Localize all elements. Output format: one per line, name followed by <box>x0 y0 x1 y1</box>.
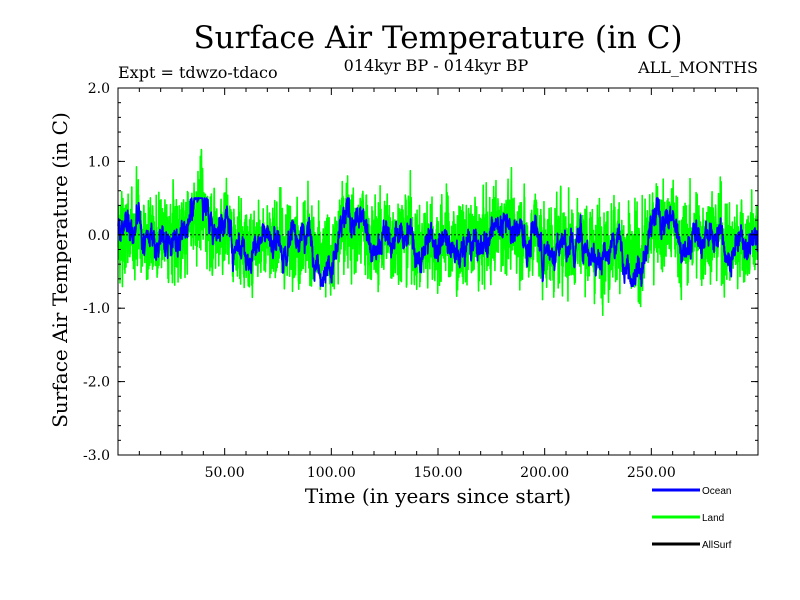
y-tick-label: 1.0 <box>88 154 110 170</box>
x-tick-label: 100.00 <box>307 465 356 481</box>
legend-label-land: Land <box>702 513 724 524</box>
series-line-ocean <box>117 197 759 288</box>
series-line-land <box>117 148 759 317</box>
months-label: ALL_MONTHS <box>637 58 758 77</box>
y-tick-label: 2.0 <box>88 81 110 97</box>
x-tick-label: 50.00 <box>205 465 245 481</box>
x-tick-label: 150.00 <box>414 465 463 481</box>
plot-area: 2.0 1.0 0.0 -1.0 -2.0 -3.0 50.00 100.00 150.00 20… <box>83 81 759 481</box>
chart-title: Surface Air Temperature (in C) <box>193 20 682 56</box>
legend-label-allsurf: AllSurf <box>702 540 732 551</box>
x-tick-label: 200.00 <box>520 465 569 481</box>
experiment-label: Expt = tdwzo-tdaco <box>118 63 278 82</box>
x-tick-label: 250.00 <box>627 465 676 481</box>
y-tick-label: -3.0 <box>83 448 110 464</box>
y-tick-label: -1.0 <box>83 301 110 317</box>
tick-layer: 2.0 1.0 0.0 -1.0 -2.0 -3.0 50.00 100.00 150.00 20… <box>83 81 758 481</box>
series-layer <box>117 148 759 317</box>
x-axis-label: Time (in years since start) <box>305 484 571 508</box>
y-tick-label: -2.0 <box>83 375 110 391</box>
legend: Ocean Land AllSurf <box>652 486 732 551</box>
legend-label-ocean: Ocean <box>702 486 731 497</box>
period-label: 014kyr BP - 014kyr BP <box>344 56 529 75</box>
y-axis-label: Surface Air Temperature (in C) <box>48 112 72 428</box>
y-tick-label: 0.0 <box>88 228 110 244</box>
